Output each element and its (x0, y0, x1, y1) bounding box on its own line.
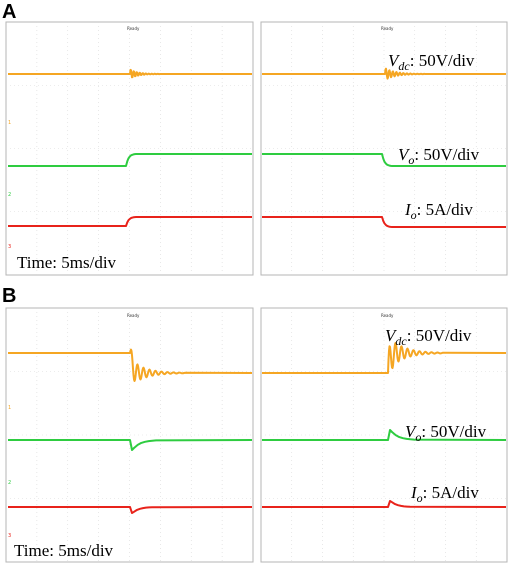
channel-marker-b-1: 1 (8, 405, 11, 411)
scope-frame-a-left (5, 21, 254, 276)
label-a-vdc: Vdc: 50V/div (388, 51, 475, 73)
label-a-io: Io: 5A/div (404, 200, 473, 222)
trace-a-right-vdc (262, 67, 506, 80)
panel-b-letter: B (2, 285, 17, 307)
label-a-vo: Vo: 50V/div (398, 145, 480, 167)
scope-header-b-left: Ready (127, 313, 140, 318)
trace-a-left-vdc (8, 68, 252, 79)
channel-marker-a-2: 2 (8, 192, 11, 198)
trace-a-right-io (262, 216, 506, 228)
channel-marker-a-1: 1 (8, 120, 11, 126)
panel-a-letter: A (2, 1, 17, 23)
scope-header-a-right: Ready (381, 26, 394, 31)
label-b-io: Io: 5A/div (410, 483, 479, 505)
trace-a-right-vo (262, 153, 506, 167)
time-label-a: Time: 5ms/div (17, 253, 117, 272)
channel-marker-b-2: 2 (8, 480, 11, 486)
label-b-vo: Vo: 50V/div (405, 422, 487, 444)
trace-a-left-io (8, 216, 252, 227)
trace-b-right-io (262, 500, 507, 508)
channel-marker-b-3: 3 (8, 533, 11, 539)
trace-b-left-io (8, 506, 253, 514)
scope-frame-b-left (5, 307, 254, 563)
time-label-b: Time: 5ms/div (14, 541, 114, 560)
label-b-vdc: Vdc: 50V/div (385, 326, 472, 348)
trace-a-left-vo (8, 153, 252, 167)
channel-marker-a-3: 3 (8, 244, 11, 250)
scope-header-a-left: Ready (127, 26, 140, 31)
trace-b-right-vdc (262, 342, 507, 374)
scope-header-b-right: Ready (381, 313, 394, 318)
trace-b-left-vo (8, 439, 253, 451)
trace-b-right-vo (262, 429, 507, 441)
trace-b-left-vdc (8, 348, 253, 382)
